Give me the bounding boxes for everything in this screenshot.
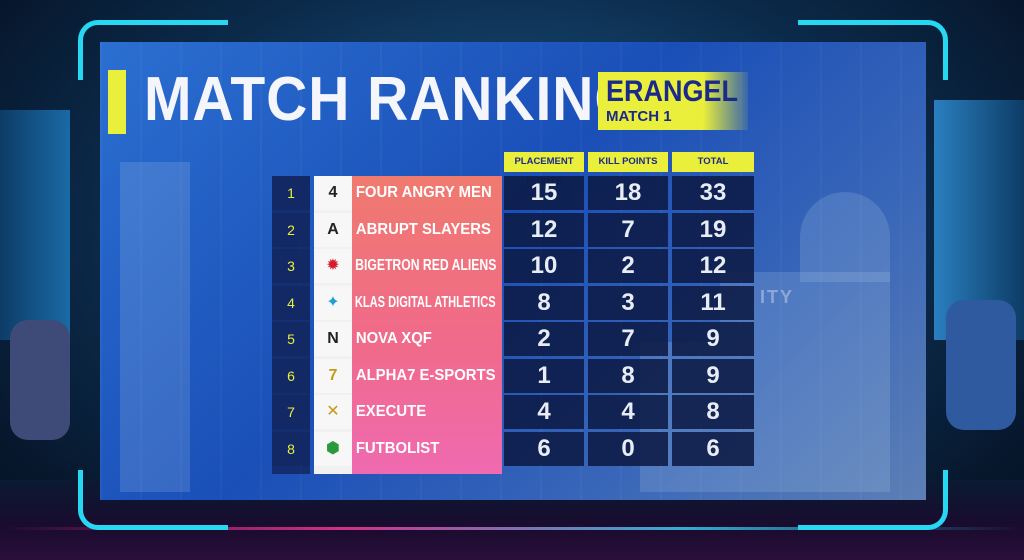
table-row: 1 4 FOUR ANGRY MEN 15 18 33: [272, 176, 754, 210]
team-logo: ✕: [314, 395, 352, 429]
rank-cell: 3: [272, 249, 310, 283]
placement-points-cell: 10: [504, 249, 584, 283]
placement-points-cell: 4: [504, 395, 584, 429]
frame-corner-top-right: [798, 20, 948, 80]
frame-corner-bottom-right: [798, 470, 948, 530]
table-row: 5 N NOVA XQF 2 7 9: [272, 322, 754, 356]
table-row: 6 7 ALPHA7 E-SPORTS 1 8 9: [272, 358, 754, 393]
table-row: 3 ✹ BIGETRON RED ALIENS 10 2 12: [272, 249, 754, 283]
page-title: MATCH RANKING: [144, 65, 640, 134]
placement-points-cell: 2: [504, 322, 584, 356]
total-points-cell: 9: [672, 322, 754, 356]
studio-chair-left: [10, 320, 70, 440]
placement-points-cell: 12: [504, 212, 584, 247]
klas-logo-icon: ✦: [326, 293, 340, 311]
rank-cell: 8: [272, 431, 310, 466]
table-row: 7 ✕ EXECUTE 4 4 8: [272, 395, 754, 429]
placement-points-cell: 6: [504, 431, 584, 466]
rank-cell: 7: [272, 395, 310, 429]
team-logo: A: [314, 212, 352, 247]
bigetron-logo-icon: ✹: [326, 257, 340, 274]
rank-cell: 2: [272, 212, 310, 247]
header-placement-points: PLACEMENT POINTS: [504, 152, 584, 187]
frame-corner-bottom-left: [78, 470, 228, 530]
studio-chair-right: [946, 300, 1016, 430]
kill-points-cell: 4: [588, 395, 668, 429]
total-points-cell: 9: [672, 358, 754, 393]
placement-points-cell: 1: [504, 358, 584, 393]
total-points-cell: 11: [672, 285, 754, 320]
kill-points-cell: 18: [588, 176, 668, 210]
execute-logo-icon: ✕: [326, 403, 340, 420]
backdrop-tower: [120, 162, 190, 492]
studio-wall-left: [0, 110, 70, 340]
team-logo: 4: [314, 176, 352, 210]
header-total: TOTAL: [672, 152, 754, 172]
table-row: 4 ✦ KLAS DIGITAL ATHLETICS 8 3 11: [272, 285, 754, 320]
total-points-cell: 6: [672, 431, 754, 466]
header-kill-points: KILL POINTS: [588, 152, 668, 172]
backdrop-dome: [800, 192, 890, 282]
abrupt-slayers-logo-icon: A: [327, 220, 339, 238]
team-name: ALPHA7 E-SPORTS: [355, 366, 496, 384]
team-name: BIGETRON RED ALIENS: [355, 257, 497, 274]
kill-points-cell: 2: [588, 249, 668, 283]
team-logo: ✹: [314, 249, 352, 283]
team-logo: N: [314, 322, 352, 356]
team-column-bg: [352, 176, 502, 474]
rank-cell: 5: [272, 322, 310, 356]
table-row: 2 A ABRUPT SLAYERS 12 7 19: [272, 212, 754, 247]
futbolist-logo-icon: ⬢: [326, 439, 340, 457]
nova-logo-icon: N: [327, 330, 339, 347]
4am-logo-icon: 4: [328, 184, 338, 201]
team-logo: 7: [314, 358, 352, 393]
screen-frame: [78, 20, 948, 530]
title-accent-bar: [108, 70, 126, 134]
rank-cell: 4: [272, 285, 310, 320]
map-badge: ERANGEL MATCH 1: [598, 72, 748, 130]
total-points-cell: 33: [672, 176, 754, 210]
total-points-cell: 12: [672, 249, 754, 283]
kill-points-cell: 3: [588, 285, 668, 320]
team-name: FUTBOLIST: [355, 439, 440, 457]
map-name: ERANGEL: [606, 75, 739, 108]
total-points-cell: 8: [672, 395, 754, 429]
total-points-cell: 19: [672, 212, 754, 247]
kill-points-cell: 8: [588, 358, 668, 393]
team-name: NOVA XQF: [355, 330, 432, 347]
kill-points-cell: 0: [588, 431, 668, 466]
team-logo: ⬢: [314, 431, 352, 466]
kill-points-cell: 7: [588, 212, 668, 247]
rank-cell: 1: [272, 176, 310, 210]
kill-points-cell: 7: [588, 322, 668, 356]
team-name: KLAS DIGITAL ATHLETICS: [354, 293, 496, 311]
placement-points-cell: 8: [504, 285, 584, 320]
backdrop-sign-text: ITY: [760, 287, 795, 307]
team-name: FOUR ANGRY MEN: [355, 184, 492, 201]
table-row: 8 ⬢ FUTBOLIST 6 0 6: [272, 431, 754, 466]
team-logo: ✦: [314, 285, 352, 320]
floor-light-strip: [0, 527, 1024, 530]
team-name: ABRUPT SLAYERS: [355, 220, 491, 238]
rank-cell: 6: [272, 358, 310, 393]
team-name: EXECUTE: [355, 403, 427, 420]
frame-corner-top-left: [78, 20, 228, 80]
match-number: MATCH 1: [606, 108, 672, 125]
placement-points-cell: 15: [504, 176, 584, 210]
alpha7-logo-icon: 7: [328, 366, 338, 384]
